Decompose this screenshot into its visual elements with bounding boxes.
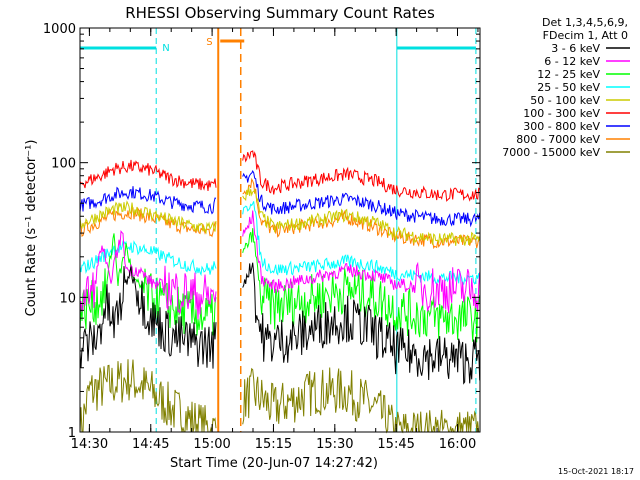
series-line (79, 262, 481, 385)
legend-entry-label: 50 - 100 keV (530, 94, 600, 107)
series-line (79, 187, 481, 246)
y-tick-label: 1 (68, 426, 76, 441)
legend-entry-label: 300 - 800 keV (523, 120, 600, 133)
legend-entry-label: 800 - 7000 keV (516, 133, 600, 146)
legend-entry-label: 25 - 50 keV (537, 81, 600, 94)
legend: Det 1,3,4,5,6,9,FDecim 1, Att 03 - 6 keV… (502, 16, 630, 159)
x-tick-label: 15:15 (255, 437, 292, 452)
x-tick-label: 14:45 (132, 437, 169, 452)
x-tick-label: 15:45 (377, 437, 414, 452)
series-line (79, 228, 481, 343)
series-line (79, 359, 480, 434)
x-tick-label: 16:00 (439, 437, 476, 452)
legend-header: FDecim 1, Att 0 (543, 29, 628, 42)
legend-entry-label: 12 - 25 keV (537, 68, 600, 81)
y-axis-label: Count Rate (s⁻¹ detector⁻¹) (24, 140, 39, 317)
night-label: N (162, 43, 169, 54)
y-tick-label: 10 (59, 291, 76, 306)
y-tick-label: 1000 (43, 22, 76, 37)
legend-entry-label: 7000 - 15000 keV (502, 146, 600, 159)
x-tick-label: 14:30 (71, 437, 108, 452)
chart-title: RHESSI Observing Summary Count Rates (125, 4, 435, 22)
plot-area: N S 1 10 100 1000 14:30 14:45 15:00 15:15 15:30 15:… (43, 22, 481, 452)
legend-entry-label: 100 - 300 keV (523, 107, 600, 120)
x-tick-label: 15:30 (316, 437, 353, 452)
legend-entry-label: 6 - 12 keV (544, 55, 600, 68)
timestamp: 15-Oct-2021 18:17 (558, 467, 634, 476)
series-line (79, 170, 481, 228)
legend-entry-label: 3 - 6 keV (551, 42, 600, 55)
legend-header: Det 1,3,4,5,6,9, (542, 16, 628, 29)
plot-frame (79, 27, 481, 433)
y-tick-label: 100 (51, 157, 76, 172)
series-line (79, 150, 481, 202)
series-line (79, 210, 481, 320)
x-tick-label: 15:00 (193, 437, 230, 452)
x-axis-label: Start Time (20-Jun-07 14:27:42) (170, 456, 378, 471)
saa-label: S (206, 37, 212, 48)
